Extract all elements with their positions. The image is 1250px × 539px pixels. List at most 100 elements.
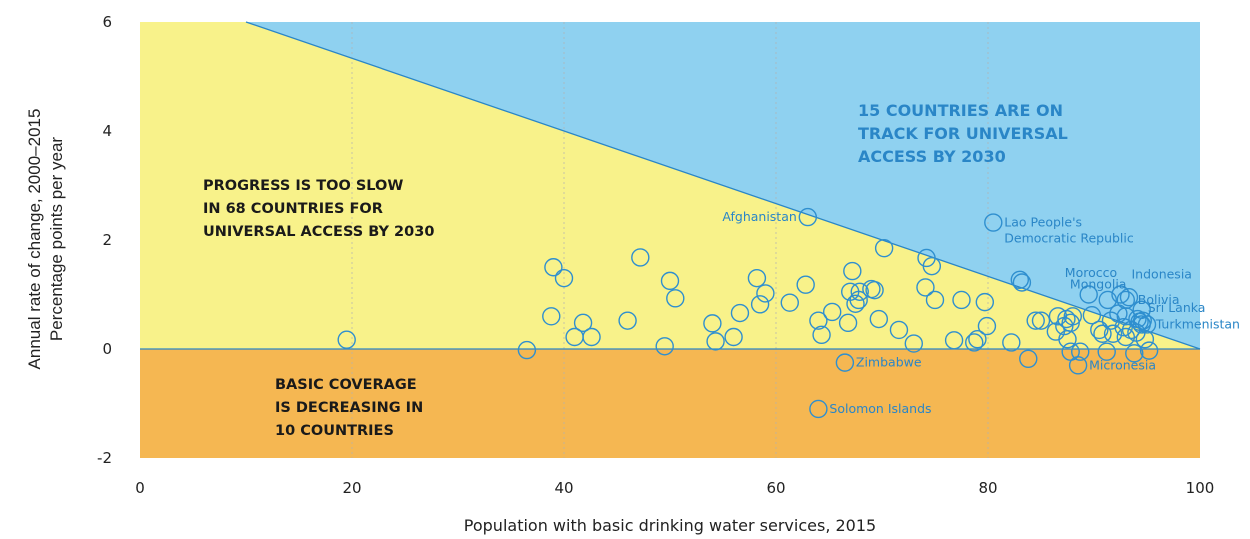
data-point bbox=[1082, 306, 1102, 325]
labeled-data-point bbox=[809, 399, 828, 419]
region-label-too-slow: PROGRESS IS TOO SLOW bbox=[203, 178, 403, 194]
data-point bbox=[1019, 349, 1038, 369]
data-point bbox=[337, 330, 356, 349]
labeled-data-point bbox=[1010, 270, 1029, 289]
labeled-data-point bbox=[835, 353, 855, 372]
x-tick-labels: 0 20 40 60 80 100 bbox=[135, 479, 1214, 497]
data-point bbox=[838, 313, 858, 333]
region-label-on-track: TRACK FOR UNIVERSAL bbox=[858, 124, 1068, 143]
country-label: Turkmenistan bbox=[1155, 316, 1240, 331]
country-label: Lao People's Democratic Republic bbox=[1004, 215, 1134, 246]
data-point bbox=[968, 329, 987, 349]
region-label-on-track: ACCESS BY 2030 bbox=[858, 147, 1006, 166]
data-point bbox=[977, 316, 997, 336]
y-tick-label: 6 bbox=[102, 13, 112, 31]
data-point bbox=[666, 289, 685, 308]
country-labels: Afghanistan Lao People's Democratic Republ… bbox=[722, 209, 1240, 416]
data-point bbox=[517, 340, 537, 360]
country-label: Mongolia bbox=[1070, 277, 1127, 292]
data-point bbox=[582, 327, 601, 347]
y-tick-label: -2 bbox=[97, 449, 112, 467]
region-too-slow bbox=[140, 22, 1200, 349]
y-tick-label: 0 bbox=[102, 340, 112, 358]
data-point bbox=[869, 309, 889, 329]
data-point bbox=[874, 238, 894, 258]
data-point bbox=[865, 280, 884, 300]
y-tick-label: 2 bbox=[102, 231, 112, 249]
region-label-decreasing: IS DECREASING IN bbox=[275, 400, 423, 416]
data-point bbox=[965, 333, 984, 352]
labeled-data-point bbox=[1132, 315, 1151, 334]
data-point bbox=[796, 275, 815, 294]
data-point bbox=[631, 248, 650, 267]
country-label: Morocco bbox=[1065, 265, 1117, 280]
data-point bbox=[846, 294, 865, 313]
data-point bbox=[1101, 311, 1121, 330]
data-point bbox=[1116, 327, 1136, 347]
country-label: Afghanistan bbox=[722, 209, 796, 224]
region-label-too-slow: UNIVERSAL ACCESS BY 2030 bbox=[203, 224, 434, 240]
labeled-data-point bbox=[1116, 290, 1136, 310]
data-point bbox=[756, 284, 775, 303]
data-point bbox=[916, 278, 935, 297]
labeled-data-point bbox=[984, 213, 1003, 232]
data-point bbox=[1026, 311, 1045, 330]
data-point bbox=[1048, 307, 1068, 326]
data-point bbox=[1002, 333, 1021, 352]
data-point bbox=[850, 282, 869, 301]
data-point bbox=[952, 290, 971, 310]
x-axis-label: Population with basic drinking water ser… bbox=[464, 516, 876, 535]
data-point bbox=[730, 303, 750, 323]
region-decreasing bbox=[140, 349, 1200, 458]
x-tick-label: 40 bbox=[554, 479, 573, 497]
data-point bbox=[1119, 288, 1139, 307]
data-point bbox=[1098, 290, 1117, 310]
data-point bbox=[573, 313, 593, 333]
data-point bbox=[542, 307, 561, 326]
y-tick-label: 4 bbox=[102, 122, 112, 140]
x-tick-label: 100 bbox=[1186, 479, 1215, 497]
y-axis-label-line1: Annual rate of change, 2000–2015 bbox=[25, 109, 44, 370]
data-point bbox=[975, 292, 995, 312]
data-point bbox=[780, 293, 799, 312]
data-point bbox=[1079, 285, 1098, 304]
region-label-decreasing: BASIC COVERAGE bbox=[275, 377, 417, 393]
data-point bbox=[1071, 342, 1090, 361]
data-point bbox=[1139, 341, 1159, 360]
x-tick-label: 60 bbox=[766, 479, 785, 497]
data-point bbox=[925, 290, 945, 310]
data-point bbox=[554, 268, 574, 288]
data-point bbox=[750, 295, 770, 314]
country-label: Bolivia bbox=[1138, 292, 1180, 307]
data-points bbox=[337, 207, 1159, 419]
labeled-data-point bbox=[1132, 300, 1151, 319]
data-point bbox=[703, 314, 722, 333]
data-point bbox=[843, 261, 862, 281]
region-label-decreasing: 10 COUNTRIES bbox=[275, 423, 394, 439]
country-label: Sri Lanka bbox=[1148, 300, 1206, 315]
data-point bbox=[660, 271, 680, 291]
data-point bbox=[1103, 324, 1123, 343]
data-point bbox=[812, 325, 831, 345]
data-point bbox=[904, 334, 923, 353]
data-point bbox=[822, 302, 842, 322]
region-label-too-slow: IN 68 COUNTRIES FOR bbox=[203, 201, 383, 217]
data-point bbox=[944, 331, 964, 350]
x-tick-label: 80 bbox=[978, 479, 997, 497]
data-point bbox=[1093, 324, 1112, 343]
data-point bbox=[1031, 311, 1051, 330]
country-label: Solomon Islands bbox=[829, 401, 931, 416]
data-point bbox=[747, 268, 767, 288]
data-point bbox=[889, 320, 909, 340]
data-point bbox=[1097, 342, 1116, 361]
labeled-data-point bbox=[1068, 356, 1088, 375]
data-point bbox=[1090, 320, 1109, 340]
x-tick-label: 20 bbox=[342, 479, 361, 497]
data-point bbox=[922, 256, 942, 276]
labeled-data-point bbox=[1111, 285, 1130, 304]
labeled-data-point bbox=[1012, 273, 1032, 292]
y-tick-labels: 6 4 2 0 -2 bbox=[97, 13, 112, 467]
data-point bbox=[1063, 307, 1083, 326]
country-label: Indonesia bbox=[1132, 267, 1192, 282]
